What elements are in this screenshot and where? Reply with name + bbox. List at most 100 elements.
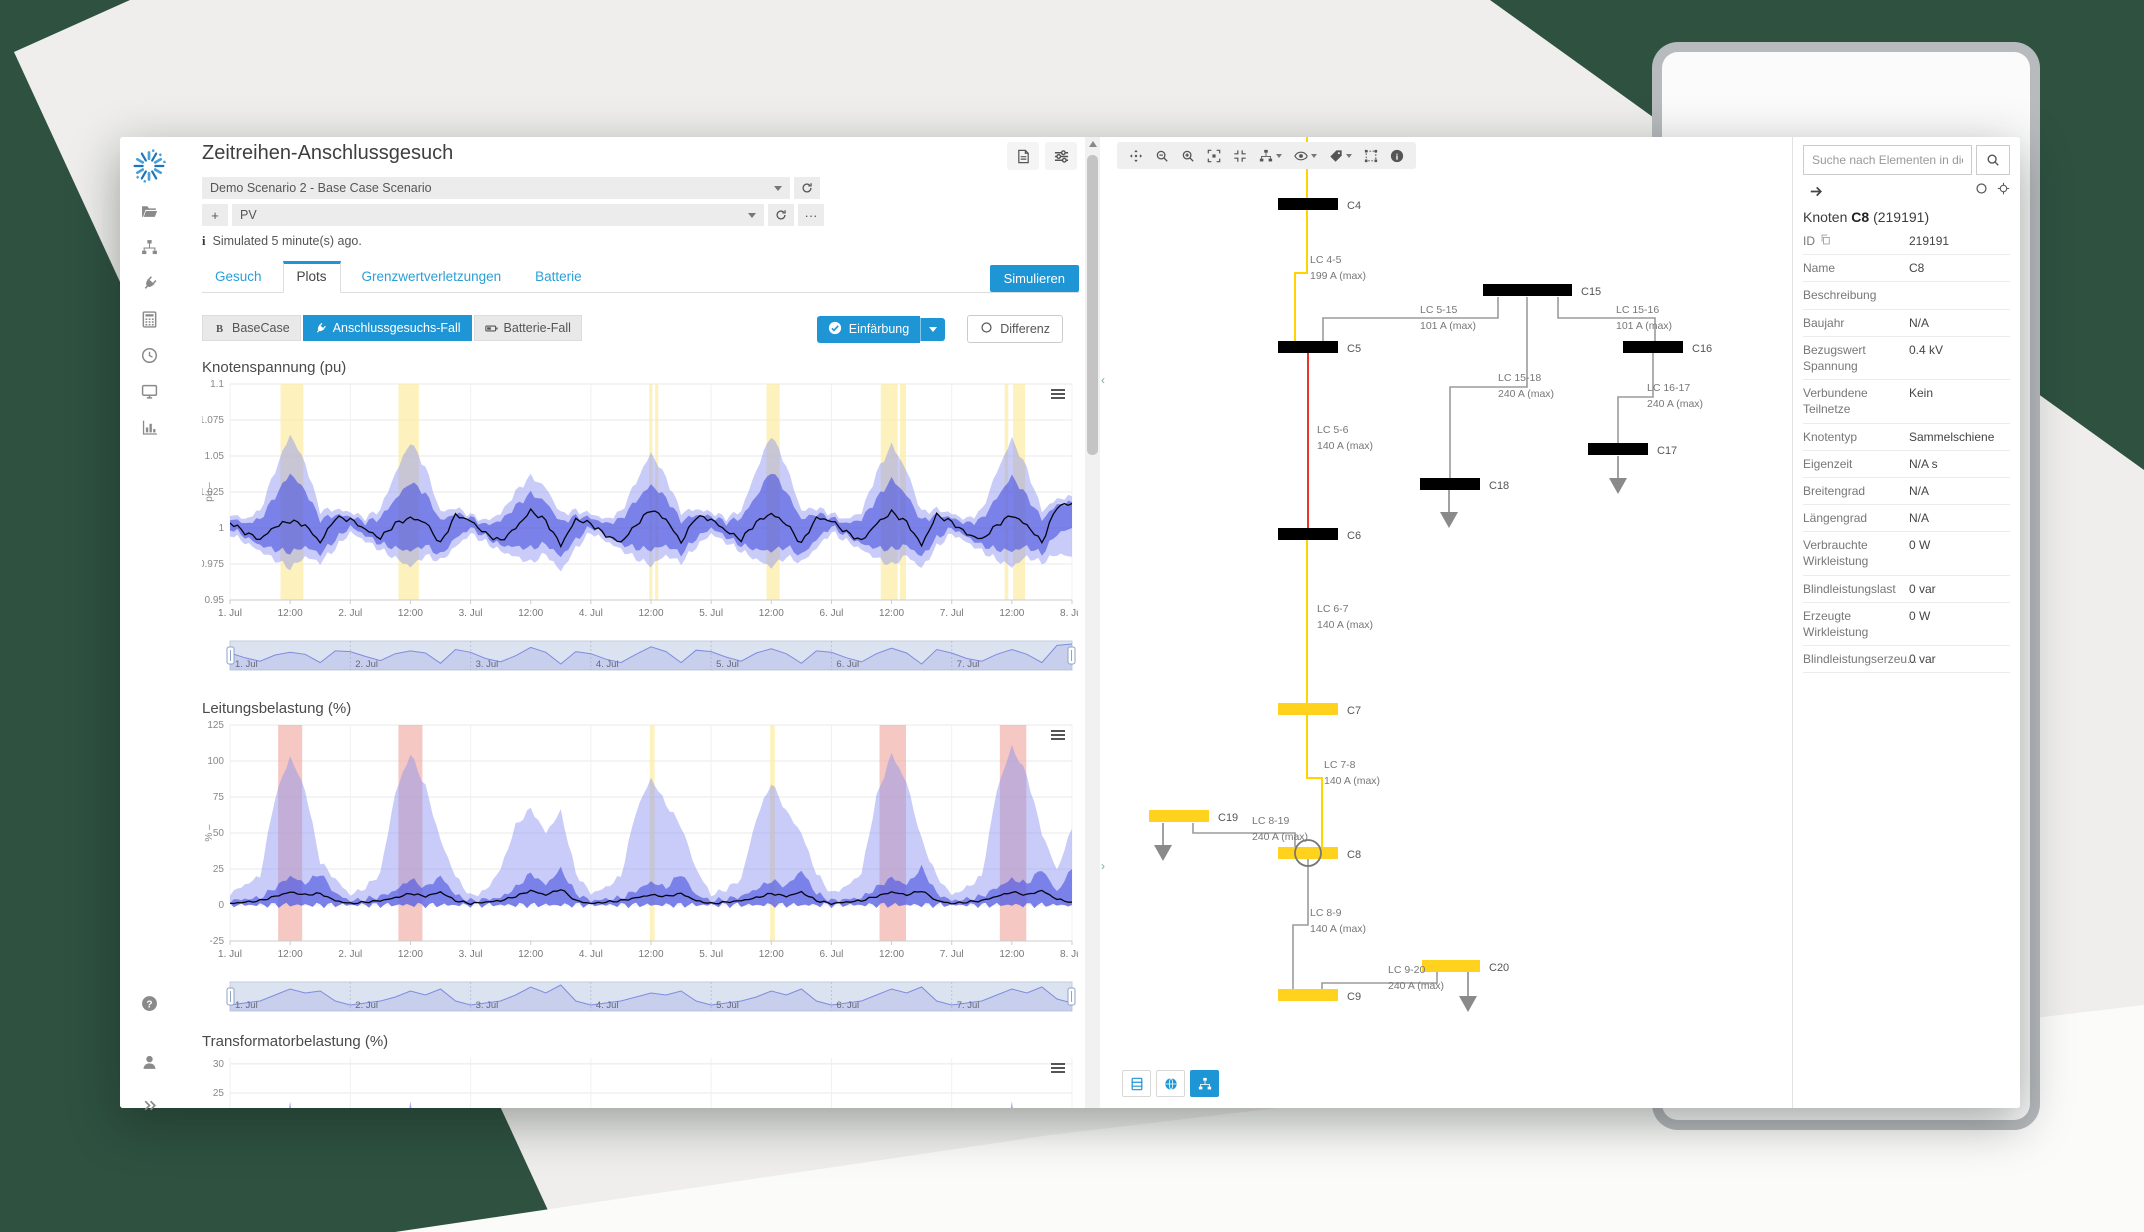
batterie-fall-button[interactable]: Batterie-Fall <box>473 315 582 341</box>
leitungsbelastung-navigator[interactable]: 1. Jul 2. Jul 3. Jul 4. Jul 5. Jul 6. Jul 7. J… <box>202 980 1079 1019</box>
copy-icon[interactable] <box>1820 233 1831 245</box>
expand-icon[interactable] <box>1207 149 1221 163</box>
scenario-select[interactable]: Demo Scenario 2 - Base Case Scenario <box>202 177 790 199</box>
load-arrow-icon <box>1459 996 1477 1012</box>
node-C6[interactable] <box>1278 528 1338 540</box>
select-area-icon[interactable] <box>1364 149 1378 163</box>
more-options-button[interactable]: ··· <box>798 204 824 226</box>
battery-icon <box>484 322 498 335</box>
contract-icon[interactable] <box>1233 149 1247 163</box>
sidebar-item-folder-open-icon[interactable] <box>120 203 178 220</box>
sidebar-item-hierarchy-icon[interactable] <box>120 239 178 256</box>
tab-batterie[interactable]: Batterie <box>535 269 582 284</box>
eye-icon[interactable] <box>1294 149 1317 163</box>
sidebar-user-icon[interactable] <box>120 1054 178 1071</box>
sidebar-item-monitor-icon[interactable] <box>120 383 178 400</box>
edge-LC-16-17[interactable] <box>1617 353 1654 443</box>
sidebar-item-clock-icon[interactable] <box>120 347 178 364</box>
zoom-in-icon[interactable] <box>1181 149 1195 163</box>
sidebar-help-icon[interactable]: ? <box>120 995 178 1012</box>
simulate-button[interactable]: Simulieren <box>989 265 1079 292</box>
node-C9[interactable] <box>1278 989 1338 1001</box>
edge-label: LC 5-15 <box>1420 304 1458 316</box>
locate-target-icon[interactable] <box>1997 182 2010 200</box>
variant-select[interactable]: PV <box>232 204 764 226</box>
navigator-handle-left[interactable] <box>226 646 235 665</box>
collapse-left-handle[interactable]: ‹ <box>1101 373 1105 387</box>
navigator-handle-right[interactable] <box>1067 987 1076 1006</box>
move-icon[interactable] <box>1129 149 1143 163</box>
zoom-out-icon[interactable] <box>1155 149 1169 163</box>
node-C18[interactable] <box>1420 478 1480 490</box>
goto-element-button[interactable] <box>1803 182 1829 200</box>
basecase-button[interactable]: B BaseCase <box>202 315 301 341</box>
view-network-button[interactable] <box>1190 1070 1219 1097</box>
knotenspannung-chart-menu-icon[interactable] <box>1051 389 1065 401</box>
tab-plots[interactable]: Plots <box>282 261 341 293</box>
coloring-dropdown-button[interactable] <box>920 317 946 341</box>
refresh-variant-button[interactable] <box>768 204 794 226</box>
node-C4[interactable] <box>1278 198 1338 210</box>
svg-text:B: B <box>216 324 223 335</box>
plots-scrollbar[interactable] <box>1085 137 1100 1108</box>
svg-text:0.975: 0.975 <box>202 559 224 570</box>
node-C5[interactable] <box>1278 341 1338 353</box>
node-C16[interactable] <box>1623 341 1683 353</box>
tab-gesuch[interactable]: Gesuch <box>215 269 262 284</box>
add-variant-button[interactable]: + <box>202 204 228 226</box>
edge-LC-15-18[interactable] <box>1449 297 1528 478</box>
hierarchy-icon[interactable] <box>1259 149 1282 163</box>
svg-text:6. Jul: 6. Jul <box>819 949 843 960</box>
svg-text:4. Jul: 4. Jul <box>579 949 603 960</box>
node-C19[interactable] <box>1149 810 1209 822</box>
coloring-button[interactable]: Einfärbung <box>816 315 921 343</box>
selected-element-title: Knoten C8 (219191) <box>1803 209 1930 225</box>
leitungsbelastung-chart-menu-icon[interactable] <box>1051 730 1065 742</box>
tab-grenzwertverletzungen[interactable]: Grenzwertverletzungen <box>361 269 502 284</box>
difference-button[interactable]: Differenz <box>967 315 1063 343</box>
node-C20[interactable] <box>1422 960 1480 972</box>
anschlussgesuchs-fall-button[interactable]: Anschlussgesuchs-Fall <box>302 315 472 341</box>
view-globe-button[interactable] <box>1156 1070 1185 1097</box>
sidebar-item-bar-chart-icon[interactable] <box>120 419 178 436</box>
node-C7[interactable] <box>1278 703 1338 715</box>
sidebar-item-plug-icon[interactable] <box>120 275 178 292</box>
prop-row-ID: ID 219191 <box>1803 228 2010 256</box>
edge-LC-8-9[interactable] <box>1292 859 1309 989</box>
report-button[interactable] <box>1007 142 1039 170</box>
edge-LC-7-8[interactable] <box>1306 715 1323 847</box>
svg-text:6. Jul: 6. Jul <box>819 608 843 619</box>
element-search-input[interactable] <box>1803 145 1972 175</box>
sidebar-chevrons-right-icon[interactable] <box>120 1097 178 1114</box>
highlight-circle-icon[interactable] <box>1975 182 1988 200</box>
edge-LC-8-19[interactable] <box>1192 823 1296 847</box>
edge-LC-15-16[interactable] <box>1557 297 1656 341</box>
expand-right-handle[interactable]: › <box>1101 859 1105 873</box>
view-rows-button[interactable] <box>1122 1070 1151 1097</box>
refresh-scenario-button[interactable] <box>794 177 820 199</box>
scrollbar-up-arrow[interactable] <box>1089 141 1097 147</box>
edge-LC-9-20[interactable] <box>1321 972 1438 989</box>
svg-text:2. Jul: 2. Jul <box>338 608 362 619</box>
prop-row-Breitengrad: Breitengrad N/A <box>1803 478 2010 506</box>
node-C15[interactable] <box>1483 284 1572 296</box>
svg-text:75: 75 <box>213 792 225 803</box>
knotenspannung-navigator[interactable]: 1. Jul 2. Jul 3. Jul 4. Jul 5. Jul 6. Jul 7. J… <box>202 639 1079 678</box>
edge-label: 101 A (max) <box>1616 320 1672 332</box>
scrollbar-thumb[interactable] <box>1087 155 1098 455</box>
sidebar-item-calculator-icon[interactable] <box>120 311 178 328</box>
search-icon[interactable] <box>1976 145 2010 175</box>
node-C17[interactable] <box>1588 443 1648 455</box>
settings-sliders-button[interactable] <box>1045 142 1077 170</box>
navigator-handle-right[interactable] <box>1067 646 1076 665</box>
navigator-handle-left[interactable] <box>226 987 235 1006</box>
node-C8[interactable] <box>1278 847 1338 859</box>
transformatorbelastung-chart-menu-icon[interactable] <box>1051 1063 1065 1075</box>
edge-LC-5-15[interactable] <box>1322 297 1499 341</box>
info-icon[interactable]: i <box>1390 149 1404 163</box>
tag-icon[interactable] <box>1329 149 1352 163</box>
node-label-C20: C20 <box>1489 962 1509 974</box>
network-diagram[interactable]: C4 C15 C5 C16 C17 C18 C6 C7 C19 C8 C20 C9 LC 4-5 199 … <box>1100 137 1792 1108</box>
node-label-C17: C17 <box>1657 445 1677 457</box>
svg-text:12:00: 12:00 <box>999 949 1024 960</box>
